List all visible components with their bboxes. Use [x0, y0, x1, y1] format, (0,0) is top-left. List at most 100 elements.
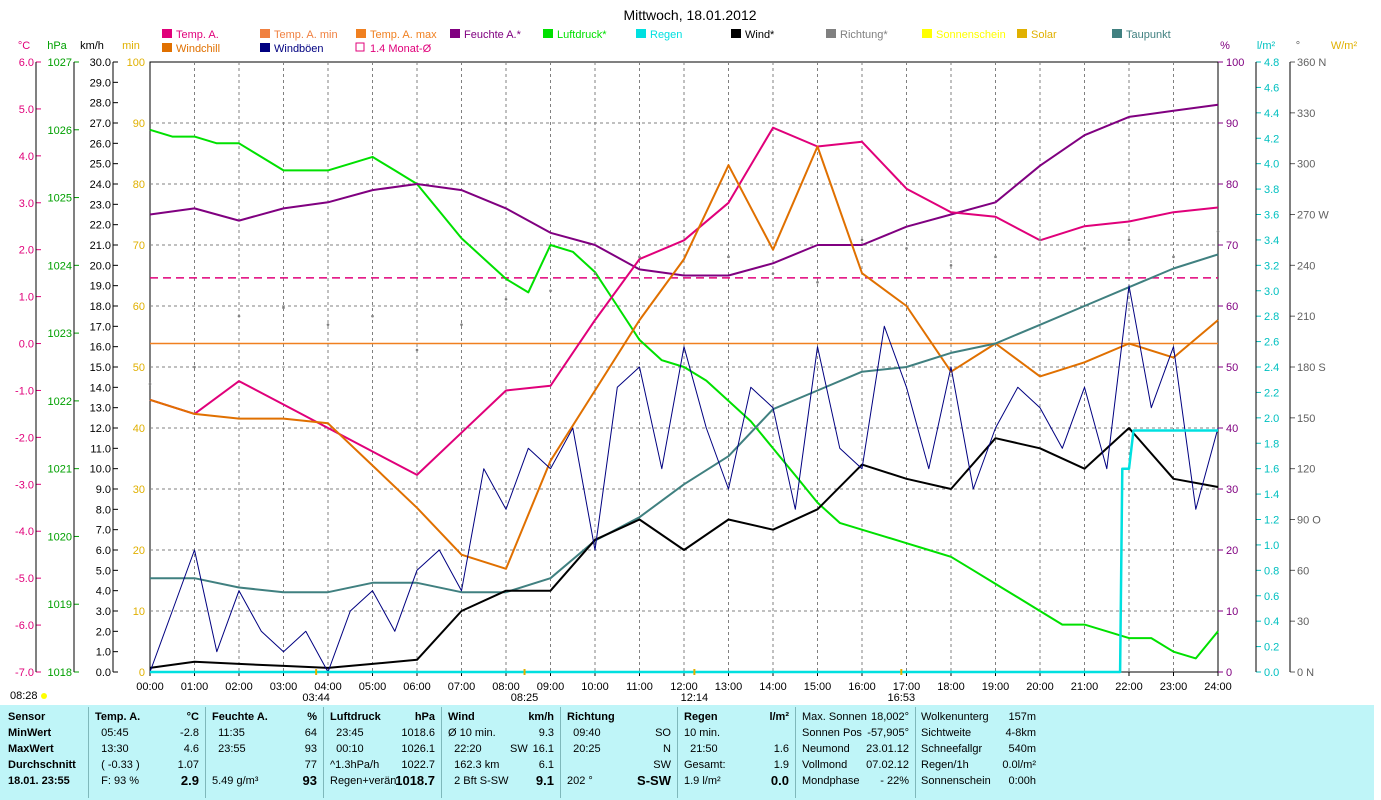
wind-axis-label: 2.0	[96, 626, 111, 638]
wind-axis-label: 0.0	[96, 667, 111, 679]
hum-max-time: 23:55	[218, 743, 246, 755]
temp-current: 2.9	[180, 773, 199, 788]
wind-axis-label: 10.0	[90, 464, 111, 476]
legend-swatch	[356, 29, 366, 38]
astro-newmoon-value: 23.01.12	[866, 743, 909, 755]
direction-point	[682, 230, 686, 233]
panel-wind: Wind km/h Ø 10 min. 9.3 22:20 SW 16.1 162.3 …	[448, 709, 554, 789]
press-axis-label: 1023	[48, 328, 72, 340]
legend-label: Richtung*	[840, 29, 888, 41]
astro-fullmoon-value: 07.02.12	[866, 759, 909, 771]
x-tick-label: 20:00	[1026, 681, 1054, 693]
wind-axis-label: 5.0	[96, 565, 111, 577]
press-axis-label: 1024	[48, 260, 72, 272]
direction-point	[860, 238, 864, 242]
legend-swatch	[1017, 29, 1027, 38]
panel-direction: Richtung 09:40 SO 20:25 N SW 202 ° S-SW	[567, 709, 671, 789]
rain-axis-label: 3.8	[1264, 184, 1279, 196]
legend-label: Windböen	[274, 43, 324, 55]
rain-axis-label: 3.0	[1264, 286, 1279, 298]
legend-swatch	[162, 29, 172, 38]
minutes-axis-label: 10	[133, 606, 145, 618]
legend-swatch	[826, 29, 836, 38]
direction-point	[994, 255, 997, 259]
minutes-axis-label: 90	[133, 118, 145, 130]
sun-marker	[41, 693, 47, 699]
sensor-header: Sensor	[8, 711, 46, 723]
x-tick-label: 24:00	[1204, 681, 1232, 693]
legend-label: Sonnenschein	[936, 29, 1006, 41]
temp-axis-label: -4.0	[15, 526, 34, 538]
humidity-axis-label: 60	[1226, 301, 1238, 313]
temp-axis-label: 5.0	[19, 104, 34, 116]
direction-point	[460, 323, 463, 326]
unit-label: °	[1296, 40, 1300, 52]
press-current: 1018.7	[395, 773, 435, 788]
hum-min-time: 11:35	[218, 727, 245, 739]
panel-sensor: Sensor MinWert MaxWert Durchschnitt 18.0…	[8, 709, 86, 789]
wind-axis-label: 26.0	[90, 138, 111, 150]
x-tick-label: 22:00	[1115, 681, 1143, 693]
misc-visibility-value: 4-8km	[1005, 727, 1036, 739]
press-max-value: 1026.1	[401, 743, 435, 755]
wind-axis-label: 1.0	[96, 647, 111, 659]
press-forecast: Regen+verän	[330, 775, 397, 787]
panel-astro: Max. Sonnen 18,002° Sonnen Pos -57,905° Ne…	[802, 709, 909, 789]
press-avg-value: 1022.7	[401, 759, 435, 771]
astro-moonphase-value: - 22%	[880, 775, 909, 787]
x-tick-label: 21:00	[1071, 681, 1099, 693]
hum-current: 93	[302, 773, 317, 788]
rain-axis-label: 0.8	[1264, 565, 1279, 577]
rain-header: Regen	[684, 711, 718, 723]
wind-max-time: 22:20	[454, 743, 482, 755]
astro-sun-pos-label: Sonnen Pos	[802, 727, 862, 739]
wind-run: 162.3 km	[454, 759, 500, 771]
current-time: 18.01. 23:55	[8, 775, 70, 787]
astro-max-sun-value: 18,002°	[870, 711, 909, 723]
unit-label: l/m²	[1257, 40, 1276, 52]
wind-axis-label: 21.0	[90, 240, 111, 252]
wind-max-value: 16.1	[532, 743, 554, 755]
humidity-axis-label: 30	[1226, 484, 1238, 496]
temp-min-value: -2.8	[180, 727, 199, 739]
rain-axis-label: 3.2	[1264, 260, 1279, 272]
wind-axis-label: 17.0	[90, 321, 111, 333]
misc-visibility-label: Sichtweite	[921, 727, 972, 739]
press-min-value: 1018.6	[401, 727, 435, 739]
temp-avg-value: 1.07	[177, 759, 199, 771]
direction-point	[237, 314, 241, 318]
wind-bft: 2 Bft S-SW	[454, 775, 509, 787]
series-line	[150, 429, 1218, 674]
legend-label: Taupunkt	[1126, 29, 1171, 41]
rain-axis-label: 1.0	[1264, 540, 1279, 552]
chart-legend: Temp. A. Temp. A. min Temp. A. max Feuchte …	[162, 29, 1171, 55]
press-axis-label: 1026	[48, 125, 72, 137]
direction-point	[326, 323, 330, 326]
wind-axis-label: 30.0	[90, 57, 111, 69]
legend-swatch	[162, 43, 172, 52]
rain-interval: 10 min.	[684, 727, 721, 739]
temp-axis-label: 4.0	[19, 151, 34, 163]
wind-current: 9.1	[535, 773, 554, 788]
legend-label: Temp. A. min	[274, 29, 338, 41]
minutes-axis-label: 50	[133, 362, 145, 374]
hum-abs: 5.49 g/m³	[212, 775, 259, 787]
unit-label: km/h	[80, 40, 104, 52]
rain-axis-label: 1.6	[1264, 464, 1279, 476]
wind-avg-label: Ø 10 min.	[448, 727, 496, 739]
rain-axis-label: 2.8	[1264, 311, 1279, 323]
wind-axis-label: 3.0	[96, 606, 111, 618]
temp-header: Temp. A.	[95, 711, 141, 723]
wind-axis-label: 15.0	[90, 362, 111, 374]
chart-title: Mittwoch, 18.01.2012	[623, 7, 756, 23]
rain-unit: l/m²	[769, 711, 789, 723]
sun-event-label: 03:44	[302, 692, 330, 704]
press-trend: ^1.3hPa/h	[330, 759, 380, 771]
dir-header: Richtung	[567, 711, 615, 723]
rain-axis-label: 2.2	[1264, 387, 1279, 399]
minutes-axis-label: 80	[133, 179, 145, 191]
temp-axis-label: -2.0	[15, 432, 34, 444]
legend-label: Feuchte A.*	[464, 29, 522, 41]
temp-humidity-note: F: 93 %	[101, 775, 140, 787]
panel-pressure: Luftdruck hPa 23:45 1018.6 00:10 1026.1 ^1.…	[330, 709, 435, 789]
